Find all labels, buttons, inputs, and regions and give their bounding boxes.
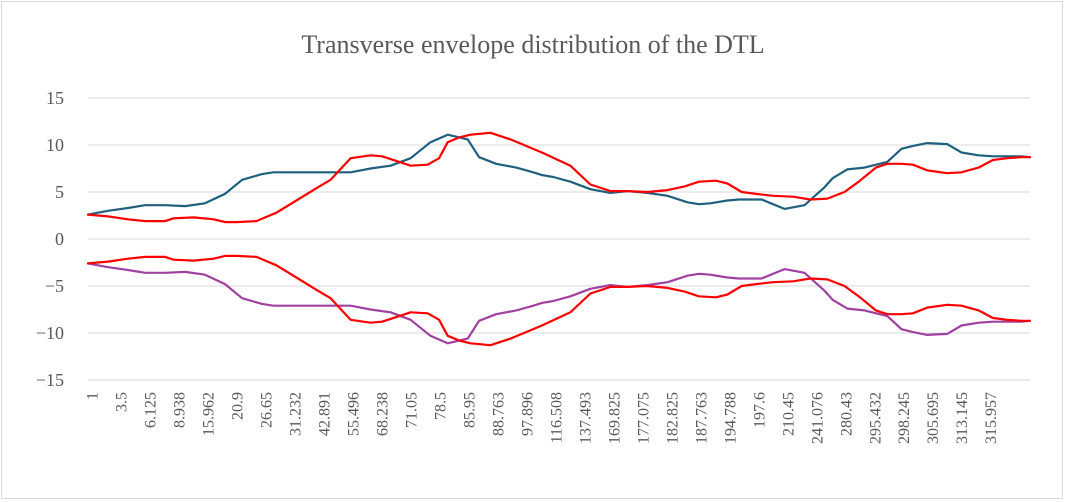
x-tick-label: 42.891 (317, 392, 334, 436)
y-tick-label: 10 (46, 135, 64, 155)
x-tick-label: 298.245 (896, 392, 913, 444)
x-tick-label: 295.432 (867, 392, 884, 444)
y-tick-label: 5 (55, 182, 64, 202)
grid-lines (88, 97, 1030, 381)
x-tick-label: 315.957 (983, 392, 1000, 444)
x-tick-label: 71.05 (404, 392, 421, 428)
x-tick-label: 177.075 (635, 392, 652, 444)
x-axis: 1 3.5 6.125 8.938 15.962 20.9 26.65 31.232 42.89… (85, 238, 1030, 444)
x-tick-label: 305.695 (925, 392, 942, 444)
series-line-2 (86, 131, 1032, 224)
x-tick-label: 280.43 (838, 392, 855, 436)
x-tick-label: 20.9 (230, 392, 247, 420)
x-tick-label: 88.763 (490, 392, 507, 436)
y-tick-label: −10 (36, 323, 64, 343)
y-tick-label: −5 (45, 276, 64, 296)
x-tick-label: 6.125 (143, 392, 160, 428)
x-tick-label: 68.238 (375, 392, 392, 436)
y-tick-label: −15 (36, 370, 64, 390)
series-line-3 (86, 262, 1032, 345)
x-tick-label: 31.232 (288, 392, 305, 436)
x-tick-label: 313.145 (954, 392, 971, 444)
x-tick-label: 1 (85, 392, 102, 400)
x-tick-label: 97.896 (519, 392, 536, 436)
x-tick-label: 182.825 (664, 392, 681, 444)
y-tick-label: 0 (55, 229, 64, 249)
x-tick-label: 78.5 (432, 392, 449, 420)
x-tick-label: 210.45 (780, 392, 797, 436)
x-tick-label: 187.763 (693, 392, 710, 444)
x-tick-label: 55.496 (346, 392, 363, 436)
y-tick-label: 15 (46, 88, 64, 108)
x-tick-label: 197.6 (751, 392, 768, 428)
x-tick-label: 194.788 (722, 392, 739, 444)
series-line-4 (86, 254, 1032, 347)
series-line-1 (86, 133, 1032, 216)
y-axis-ticks: 15 10 5 0 −5 −10 −15 (36, 88, 64, 390)
x-tick-label: 15.962 (201, 392, 218, 436)
x-tick-label: 137.493 (577, 392, 594, 444)
x-tick-label: 116.508 (548, 392, 565, 443)
x-tick-label: 241.076 (809, 392, 826, 444)
x-tick-label: 26.65 (259, 392, 276, 428)
x-tick-label: 169.825 (606, 392, 623, 444)
series-lines (86, 131, 1032, 347)
x-tick-label: 3.5 (114, 392, 131, 412)
x-tick-label: 85.95 (461, 392, 478, 428)
chart-title: Transverse envelope distribution of the … (301, 30, 765, 59)
x-tick-label: 8.938 (172, 392, 189, 428)
